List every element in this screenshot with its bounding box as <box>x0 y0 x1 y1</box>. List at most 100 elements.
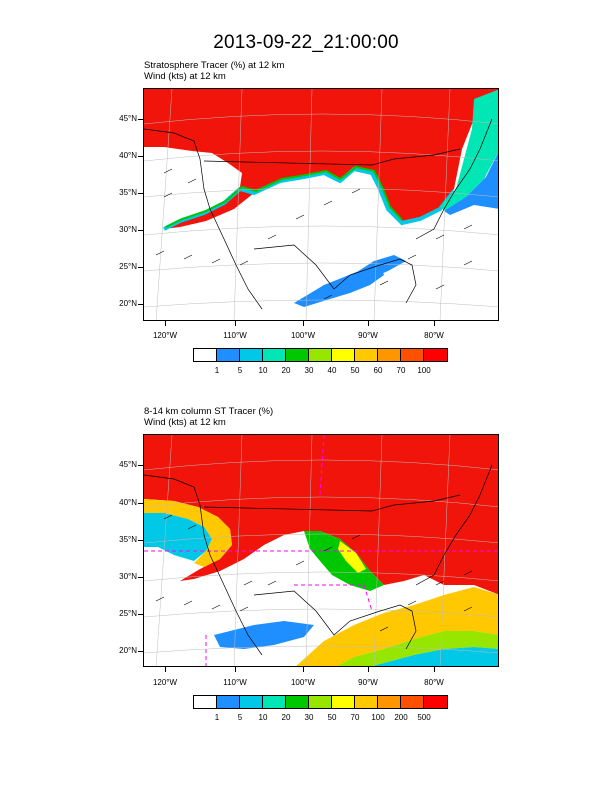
colorbar-label: 5 <box>237 366 243 375</box>
colorbar-swatch <box>424 696 447 708</box>
panel1-title-line2: Wind (kts) at 12 km <box>144 71 226 82</box>
panel1-lat-40: 40°N <box>119 151 137 160</box>
coastlines-2 <box>144 464 493 656</box>
colorbar-label: 50 <box>327 713 337 722</box>
panel2-lon-100: 100°W <box>290 678 316 687</box>
panel2-lon-tick <box>235 667 236 672</box>
panel2-lat-20: 20°N <box>119 646 137 655</box>
colorbar-swatch <box>401 349 424 361</box>
graticule <box>144 89 498 320</box>
panel2-colorbar <box>193 695 448 709</box>
panel2-lat-tick <box>138 614 143 615</box>
panel2-lon-120: 120°W <box>152 678 178 687</box>
boundary-lines <box>144 435 498 666</box>
panel1-lon-80: 80°W <box>424 331 444 340</box>
coastlines <box>144 118 493 310</box>
colorbar-swatch <box>332 696 355 708</box>
colorbar-label: 70 <box>350 713 360 722</box>
column-tracer-central <box>304 531 384 591</box>
panel2-lon-tick <box>434 667 435 672</box>
tracer-east-band <box>440 89 498 213</box>
tracer-rim-mid <box>165 165 403 228</box>
colorbar-swatch <box>194 349 217 361</box>
panel2-lat-45: 45°N <box>119 460 137 469</box>
panel2-title: 8-14 km column ST Tracer (%) Wind (kts) … <box>144 406 273 428</box>
panel1-lon-90: 90°W <box>358 331 378 340</box>
colorbar-label: 10 <box>258 366 268 375</box>
panel2-lon-80: 80°W <box>424 678 444 687</box>
panel1-lat-tick <box>138 230 143 231</box>
panel1-lon-tick <box>235 321 236 326</box>
panel1-lat-tick <box>138 193 143 194</box>
panel1-lat-25: 25°N <box>119 262 137 271</box>
column-tracer-south-band-green <box>337 631 498 666</box>
colorbar-swatch <box>309 349 332 361</box>
wind-barbs-2 <box>155 514 473 632</box>
colorbar-swatch <box>355 349 378 361</box>
colorbar-label: 1 <box>214 713 220 722</box>
panel1-lon-tick <box>303 321 304 326</box>
panel1-map-svg <box>144 89 498 320</box>
panel1-title: Stratosphere Tracer (%) at 12 km Wind (k… <box>144 60 284 82</box>
column-tracer-south-band-cyan <box>373 647 498 666</box>
column-tracer-central-yellow <box>338 541 366 573</box>
colorbar-label: 20 <box>281 713 291 722</box>
panel2-map-svg <box>144 435 498 666</box>
figure-title: 2013-09-22_21:00:00 <box>213 32 399 53</box>
tracer-east-band-blue <box>444 153 498 215</box>
colorbar-label: 5 <box>237 713 243 722</box>
colorbar-swatch <box>240 696 263 708</box>
panel2-lat-30: 30°N <box>119 572 137 581</box>
colorbar-swatch <box>263 696 286 708</box>
panel1-map <box>143 88 499 321</box>
panel1-title-line1: Stratosphere Tracer (%) at 12 km <box>144 60 285 71</box>
column-tracer-west-cyan <box>144 513 212 561</box>
colorbar-swatch <box>217 696 240 708</box>
panel1-lon-tick <box>165 321 166 326</box>
panel1-lat-35: 35°N <box>119 188 137 197</box>
panel2-lon-tick <box>368 667 369 672</box>
colorbar-swatch <box>263 349 286 361</box>
panel1-lat-20: 20°N <box>119 299 137 308</box>
panel2-lat-25: 25°N <box>119 609 137 618</box>
colorbar-swatch <box>355 696 378 708</box>
colorbar-label: 10 <box>258 713 268 722</box>
colorbar-label: 70 <box>396 366 406 375</box>
colorbar-swatch <box>378 349 401 361</box>
panel2-lat-tick <box>138 651 143 652</box>
column-tracer-west <box>144 499 232 567</box>
panel1-lat-tick <box>138 304 143 305</box>
panel1-colorbar <box>193 348 448 362</box>
colorbar-label: 100 <box>417 366 431 375</box>
colorbar-label: 200 <box>394 713 408 722</box>
colorbar-swatch <box>401 696 424 708</box>
colorbar-swatch <box>217 349 240 361</box>
colorbar-swatch <box>240 349 263 361</box>
wind-barbs <box>155 168 473 300</box>
panel2-lat-tick <box>138 540 143 541</box>
panel1-lon-120: 120°W <box>152 331 178 340</box>
column-tracer-high <box>144 435 498 595</box>
colorbar-label: 50 <box>350 366 360 375</box>
panel1-lon-110: 110°W <box>223 331 247 340</box>
colorbar-swatch <box>194 696 217 708</box>
colorbar-swatch <box>286 349 309 361</box>
panel2-lat-tick <box>138 577 143 578</box>
panel1-lon-100: 100°W <box>290 331 316 340</box>
colorbar-swatch <box>332 349 355 361</box>
panel1-lat-45: 45°N <box>119 114 137 123</box>
colorbar-swatch <box>378 696 401 708</box>
colorbar-swatch <box>286 696 309 708</box>
panel2-lat-35: 35°N <box>119 535 137 544</box>
panel2-lon-90: 90°W <box>358 678 378 687</box>
panel1-lat-tick <box>138 156 143 157</box>
panel1-lon-tick <box>434 321 435 326</box>
colorbar-label: 1 <box>214 366 220 375</box>
panel2-title-line1: 8-14 km column ST Tracer (%) <box>144 406 274 417</box>
panel2-map <box>143 434 499 667</box>
panel2-lon-tick <box>303 667 304 672</box>
column-tracer-gulf <box>214 621 314 649</box>
panel2-lat-tick <box>138 465 143 466</box>
graticule-2 <box>144 435 498 666</box>
panel2-lon-tick <box>165 667 166 672</box>
